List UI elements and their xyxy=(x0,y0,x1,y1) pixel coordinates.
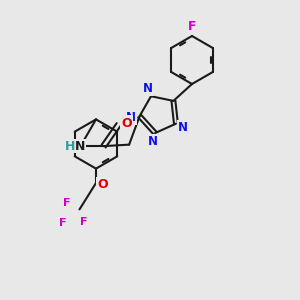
Text: O: O xyxy=(122,116,132,130)
Text: F: F xyxy=(63,198,71,208)
Text: N: N xyxy=(148,135,158,148)
Text: O: O xyxy=(97,178,108,191)
Text: H: H xyxy=(64,140,75,153)
Text: F: F xyxy=(188,20,196,34)
Text: N: N xyxy=(126,110,136,124)
Text: F: F xyxy=(59,218,67,228)
Text: N: N xyxy=(142,82,152,95)
Text: N: N xyxy=(178,121,188,134)
Text: N: N xyxy=(75,140,86,153)
Text: F: F xyxy=(80,217,88,227)
